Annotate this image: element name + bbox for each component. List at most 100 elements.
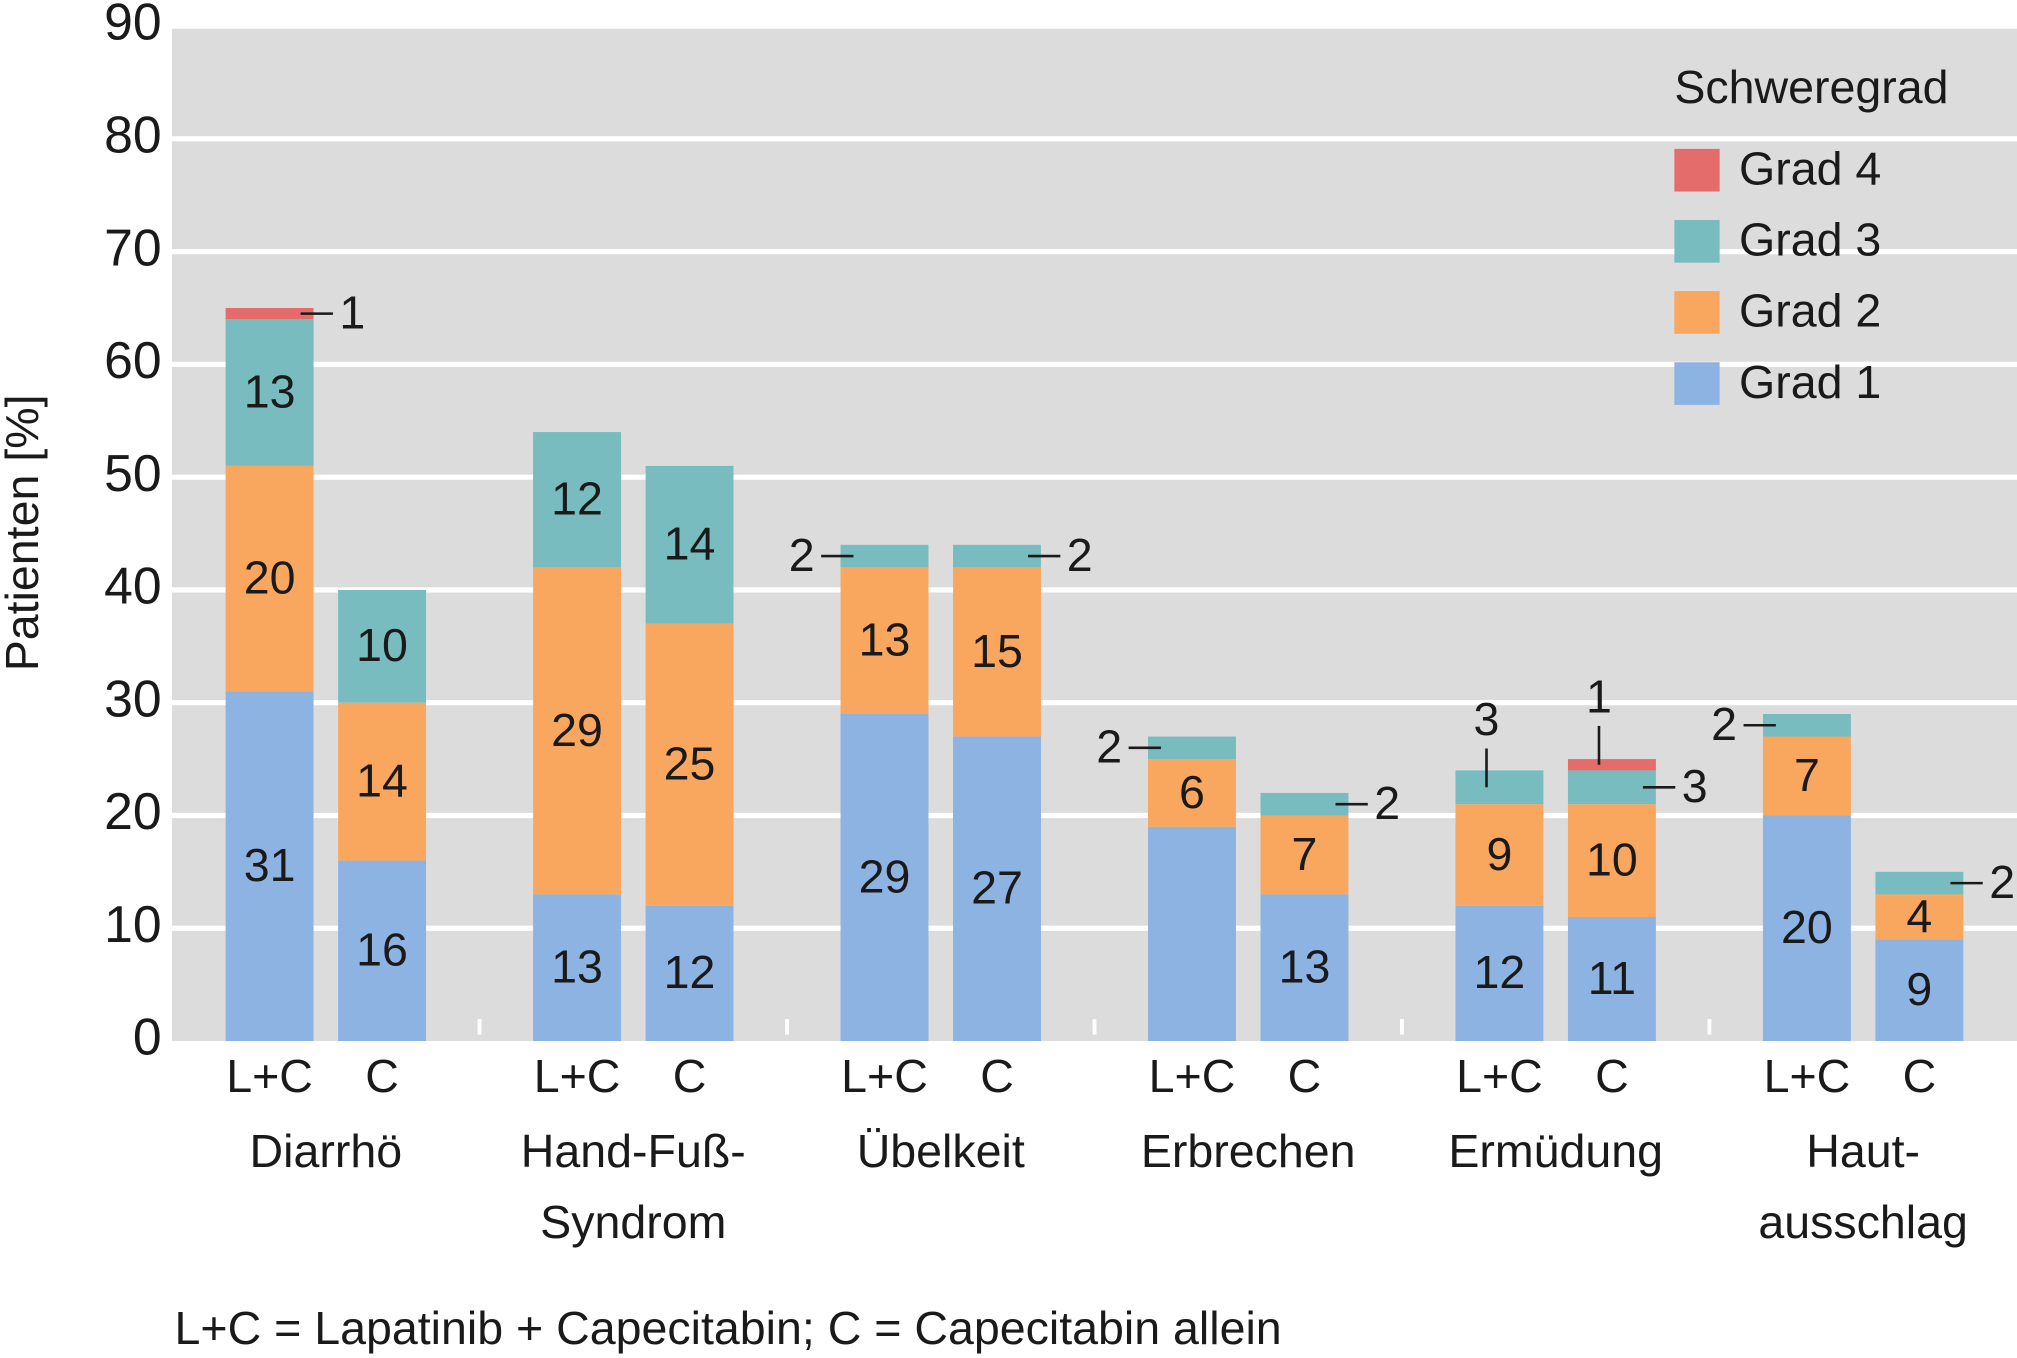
- value-label: 20: [1781, 901, 1833, 953]
- x-tick-label: L+C: [226, 1050, 313, 1102]
- bar-segment: [840, 713, 929, 1042]
- y-tick-label: 40: [104, 557, 162, 615]
- plot-background: [171, 26, 2017, 1042]
- legend-label: Grad 1: [1739, 356, 1881, 408]
- bar-segment: [1875, 871, 1964, 895]
- value-label: 13: [859, 614, 911, 666]
- y-tick-label: 60: [104, 331, 162, 389]
- value-label: 31: [244, 839, 296, 891]
- value-label: 11: [1588, 952, 1636, 1004]
- bar-segment: [1875, 894, 1964, 940]
- value-label: 25: [664, 738, 716, 790]
- value-label: 2: [1711, 698, 1737, 750]
- value-label: 16: [356, 924, 408, 976]
- value-label: 10: [356, 619, 408, 671]
- group-label: Haut-: [1806, 1125, 1920, 1177]
- legend-title: Schweregrad: [1674, 61, 1948, 113]
- bar-segment: [225, 691, 314, 1042]
- value-label: 13: [1279, 941, 1331, 993]
- bar-segment: [1567, 916, 1656, 1042]
- bar-segment: [225, 319, 314, 466]
- value-label: 7: [1794, 749, 1820, 801]
- x-tick-label: C: [1595, 1050, 1629, 1102]
- y-tick-label: 90: [104, 0, 162, 51]
- value-label: 10: [1586, 833, 1638, 885]
- value-label: 9: [1486, 828, 1512, 880]
- bar-segment: [1875, 939, 1964, 1042]
- x-tick-label: L+C: [841, 1050, 928, 1102]
- value-label: 6: [1179, 766, 1205, 818]
- y-tick-label: 20: [104, 782, 162, 840]
- footnote: L+C = Lapatinib + Capecitabin; C = Capec…: [175, 1302, 1282, 1354]
- y-tick-label: 70: [104, 218, 162, 276]
- value-label: 3: [1682, 760, 1708, 812]
- group-label: Syndrom: [540, 1196, 726, 1248]
- group-label: Hand-Fuß-: [521, 1125, 746, 1177]
- x-tick-label: L+C: [1764, 1050, 1851, 1102]
- legend-swatch: [1674, 220, 1720, 263]
- bar-segment: [840, 567, 929, 714]
- value-label: 29: [859, 850, 911, 902]
- value-label: 2: [789, 529, 815, 581]
- legend-label: Grad 3: [1739, 214, 1881, 266]
- value-label: 12: [1474, 946, 1526, 998]
- bar-segment: [645, 465, 734, 624]
- x-tick-label: C: [1903, 1050, 1937, 1102]
- bar-segment: [1762, 713, 1851, 737]
- value-label: 15: [971, 625, 1023, 677]
- value-label: 9: [1906, 963, 1932, 1015]
- bar-segment: [338, 860, 427, 1042]
- x-tick-label: L+C: [1149, 1050, 1236, 1102]
- bar-segment: [1567, 804, 1656, 917]
- bar-segment: [1148, 826, 1236, 1042]
- value-label: 20: [244, 552, 296, 604]
- value-label: 2: [1374, 777, 1400, 829]
- value-label: 4: [1906, 890, 1932, 942]
- bar-segment: [1762, 736, 1851, 816]
- value-label: 2: [1067, 529, 1093, 581]
- x-tick-label: C: [1288, 1050, 1322, 1102]
- value-label: 12: [664, 946, 716, 998]
- bar-segment: [840, 544, 929, 568]
- value-label: 14: [664, 518, 716, 570]
- bar-segment: [338, 589, 427, 703]
- bar-segment: [1455, 804, 1544, 906]
- group-label: Übelkeit: [857, 1125, 1025, 1177]
- group-label: Diarrhö: [250, 1125, 403, 1177]
- legend-label: Grad 4: [1739, 142, 1881, 194]
- bar-segment: [533, 567, 622, 895]
- value-label: 2: [1989, 856, 2015, 908]
- bar-segment: [645, 623, 734, 906]
- x-tick-label: C: [980, 1050, 1014, 1102]
- legend-label: Grad 2: [1739, 285, 1881, 337]
- legend-swatch: [1674, 148, 1720, 192]
- bar-segment: [225, 307, 314, 320]
- bar-segment: [1455, 905, 1544, 1042]
- y-tick-label: 50: [104, 444, 162, 502]
- y-tick-label: 30: [104, 669, 162, 727]
- bar-segment: [1260, 815, 1349, 895]
- group-label: Erbrechen: [1141, 1125, 1356, 1177]
- bar-segment: [1260, 894, 1349, 1042]
- bar-segment: [1148, 736, 1236, 760]
- value-label: 1: [1586, 670, 1612, 722]
- bar-segment: [645, 905, 734, 1042]
- bar-segment: [953, 736, 1041, 1042]
- bar-segment: [533, 432, 622, 568]
- value-label: 2: [1096, 721, 1122, 773]
- legend-swatch: [1674, 362, 1720, 405]
- legend-swatch: [1674, 291, 1720, 334]
- y-tick-label: 0: [133, 1008, 162, 1066]
- bar-segment: [1260, 792, 1349, 816]
- bar-segment: [953, 567, 1041, 737]
- value-label: 29: [551, 704, 603, 756]
- x-tick-label: L+C: [534, 1050, 621, 1102]
- group-label: Ermüdung: [1448, 1125, 1663, 1177]
- value-label: 13: [551, 941, 603, 993]
- x-tick-label: L+C: [1456, 1050, 1543, 1102]
- value-label: 14: [356, 755, 408, 807]
- bar-segment: [533, 894, 622, 1042]
- y-axis-label: Patienten [%]: [0, 395, 48, 672]
- value-label: 13: [244, 365, 296, 417]
